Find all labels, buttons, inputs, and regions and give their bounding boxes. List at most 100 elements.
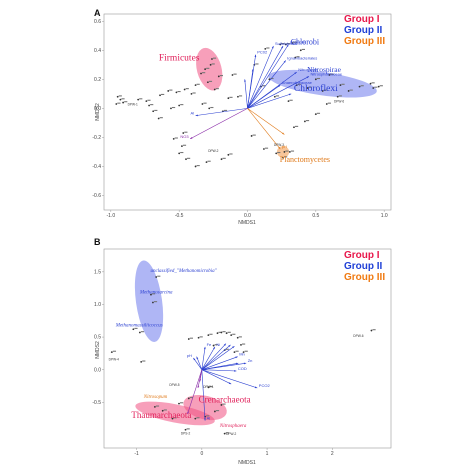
site-point bbox=[227, 97, 230, 100]
vector-arrow bbox=[201, 343, 227, 370]
site-point bbox=[181, 145, 183, 148]
vector-arrow bbox=[201, 369, 258, 389]
x-tick-label: 2 bbox=[331, 451, 334, 457]
site-point-label bbox=[308, 86, 312, 88]
y-tick-label: -0.2 bbox=[92, 135, 101, 141]
legend-item-1: Group I bbox=[344, 250, 380, 261]
y-tick-label: 1.5 bbox=[94, 269, 101, 275]
site-point-label bbox=[293, 41, 297, 43]
site-point bbox=[194, 417, 197, 420]
site-point bbox=[291, 42, 294, 44]
site-point bbox=[339, 84, 342, 87]
vector-arrow bbox=[201, 362, 247, 371]
site-point-label bbox=[151, 293, 156, 295]
site-point bbox=[328, 74, 331, 76]
site-point bbox=[187, 338, 190, 340]
site-point bbox=[217, 75, 220, 78]
panel-b-points bbox=[110, 275, 376, 435]
site-point bbox=[205, 161, 208, 163]
site-point bbox=[233, 351, 236, 353]
site-point bbox=[209, 63, 212, 66]
vector-arrow bbox=[201, 346, 206, 370]
vector-arrow bbox=[201, 356, 238, 370]
site-point-label bbox=[161, 93, 165, 96]
vector-arrow bbox=[197, 369, 203, 389]
legend-item-2: Group II bbox=[344, 25, 383, 36]
site-point bbox=[190, 92, 193, 95]
site-point-label bbox=[286, 43, 290, 45]
site-point-label bbox=[121, 98, 125, 100]
annotation-label: DPS-2 bbox=[181, 431, 191, 435]
y-tick-label: 0.4 bbox=[94, 48, 101, 54]
site-point-label bbox=[294, 125, 299, 127]
site-point bbox=[137, 98, 140, 101]
vector-arrowhead bbox=[236, 362, 239, 365]
vector-arrowhead bbox=[213, 346, 215, 350]
site-point-label bbox=[196, 83, 200, 85]
site-point-label bbox=[330, 73, 334, 75]
vector-arrowhead bbox=[193, 357, 196, 361]
vector-arrowhead bbox=[195, 114, 198, 117]
site-point bbox=[231, 74, 234, 76]
site-point-label bbox=[266, 47, 270, 49]
site-point-label bbox=[147, 99, 151, 101]
site-point-label bbox=[153, 301, 158, 303]
site-point bbox=[242, 351, 245, 353]
x-tick-label: -0.5 bbox=[175, 213, 184, 219]
site-point bbox=[161, 409, 164, 412]
vector-arrow bbox=[201, 369, 237, 372]
panel-a-y-axis-label: NMDS2 bbox=[95, 103, 101, 121]
site-point-label bbox=[222, 157, 226, 159]
site-point bbox=[237, 95, 239, 98]
vector-arrow bbox=[244, 79, 248, 109]
annotation-label: DPW-4 bbox=[109, 358, 119, 362]
x-tick-label: 0.5 bbox=[312, 213, 319, 219]
vector-label: PC02 bbox=[257, 50, 268, 55]
vector-label: COD bbox=[238, 366, 247, 371]
site-point bbox=[220, 331, 223, 334]
site-point-label bbox=[209, 333, 213, 335]
site-point bbox=[293, 126, 295, 129]
annotation-label: Methanosarcina bbox=[139, 290, 173, 295]
annotation-label: DPW-2 bbox=[226, 432, 236, 436]
site-point-label bbox=[186, 428, 190, 430]
site-point bbox=[284, 43, 287, 46]
site-point bbox=[172, 137, 175, 140]
site-point-label bbox=[184, 131, 188, 133]
site-point-label bbox=[223, 109, 228, 111]
annotation-label: DPW-3 bbox=[274, 143, 284, 147]
site-point-label bbox=[134, 327, 138, 329]
site-point bbox=[275, 152, 278, 155]
x-tick-label: -1.0 bbox=[107, 213, 116, 219]
site-point bbox=[369, 82, 372, 85]
site-point bbox=[175, 91, 178, 94]
y-tick-label: 0.5 bbox=[94, 335, 101, 341]
vector-arrowhead bbox=[190, 137, 193, 139]
vector-arrow bbox=[193, 357, 203, 370]
vector-label: Al bbox=[191, 111, 195, 116]
site-point bbox=[268, 78, 271, 81]
vector-arrowhead bbox=[277, 85, 281, 88]
site-point bbox=[314, 113, 317, 116]
vector-arrowhead bbox=[223, 343, 226, 346]
site-point-label bbox=[371, 82, 375, 84]
site-point bbox=[377, 85, 380, 88]
site-point bbox=[197, 336, 200, 339]
site-point bbox=[185, 158, 187, 161]
site-point-label bbox=[192, 92, 196, 94]
vector-arrowhead bbox=[294, 72, 297, 75]
panel-b-annotations: unclassified_"Methanomicrobia" Methanosar… bbox=[109, 269, 364, 436]
vector-label: Ignavibacteriales bbox=[287, 55, 317, 60]
site-point-label bbox=[225, 432, 229, 434]
site-point bbox=[240, 344, 242, 346]
site-point bbox=[325, 103, 328, 105]
site-point bbox=[194, 84, 197, 87]
site-point bbox=[263, 148, 265, 150]
site-point-label bbox=[379, 85, 383, 87]
site-point-label bbox=[124, 101, 128, 103]
site-point bbox=[159, 94, 161, 97]
site-point bbox=[358, 85, 361, 88]
annotation-label: Thaumarchaeota bbox=[131, 410, 191, 420]
site-point bbox=[153, 405, 156, 408]
